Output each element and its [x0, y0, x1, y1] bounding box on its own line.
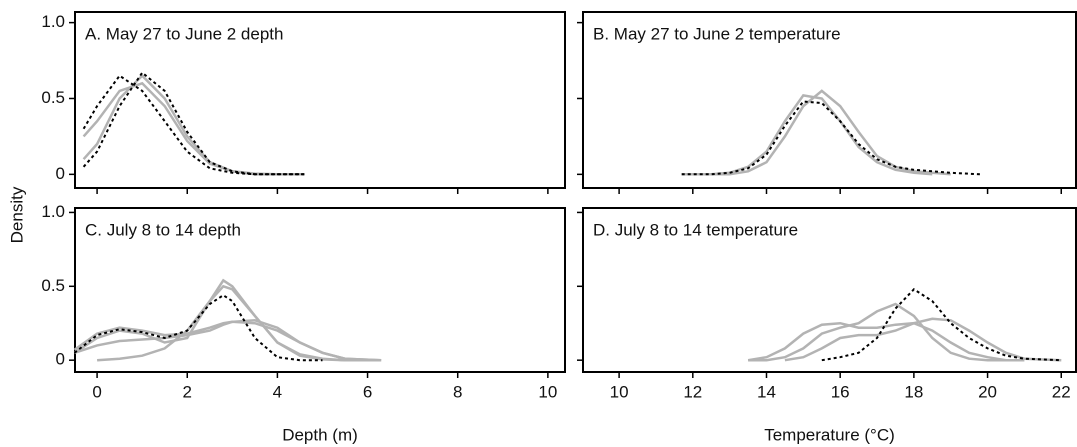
panel-frame: [74, 207, 566, 373]
y-tick-label: 0.5: [41, 88, 65, 107]
density-curve: [82, 71, 305, 176]
density-curve: [73, 294, 323, 362]
x-tick-label: 4: [273, 382, 282, 401]
panel-frame: [582, 207, 1077, 373]
y-tick-label: 1.0: [41, 12, 65, 31]
x-tick-label: 18: [904, 382, 923, 401]
x-tick-label: 8: [453, 382, 462, 401]
x-tick-label: 0: [92, 382, 101, 401]
panel-title: B. May 27 to June 2 temperature: [593, 24, 841, 43]
x-tick-label: 22: [1052, 382, 1071, 401]
x-axis-label: Depth (m): [282, 425, 358, 444]
x-tick-label: 10: [610, 382, 629, 401]
y-axis-label: Density: [7, 186, 26, 243]
density-curve: [681, 94, 933, 176]
density-curve: [74, 319, 382, 362]
x-tick-label: 20: [978, 382, 997, 401]
density-curve: [82, 81, 305, 176]
panel-title: C. July 8 to 14 depth: [85, 220, 241, 239]
x-tick-label: 2: [183, 382, 192, 401]
x-tick-label: 14: [757, 382, 776, 401]
density-curve: [821, 288, 1062, 362]
density-curve: [681, 100, 981, 176]
x-tick-label: 16: [831, 382, 850, 401]
x-tick-label: 6: [363, 382, 372, 401]
x-tick-label: 12: [683, 382, 702, 401]
panel-frame: [74, 11, 566, 189]
panel-title: A. May 27 to June 2 depth: [85, 24, 283, 43]
density-curve: [748, 302, 1006, 362]
density-curve: [82, 74, 305, 176]
density-curve: [97, 284, 382, 362]
density-curve: [681, 89, 951, 176]
x-tick-label: 10: [538, 382, 557, 401]
panel-title: D. July 8 to 14 temperature: [593, 220, 798, 239]
y-tick-label: 0.5: [41, 276, 65, 295]
panel-frame: [582, 11, 1077, 189]
y-tick-label: 0: [56, 164, 65, 183]
density-curve: [747, 321, 1025, 362]
y-tick-label: 1.0: [41, 202, 65, 221]
x-axis-label: Temperature (°C): [764, 425, 895, 444]
density-curve: [73, 278, 382, 362]
y-tick-label: 0: [56, 350, 65, 369]
density-curve: [82, 73, 305, 176]
density-curve: [784, 317, 1062, 362]
